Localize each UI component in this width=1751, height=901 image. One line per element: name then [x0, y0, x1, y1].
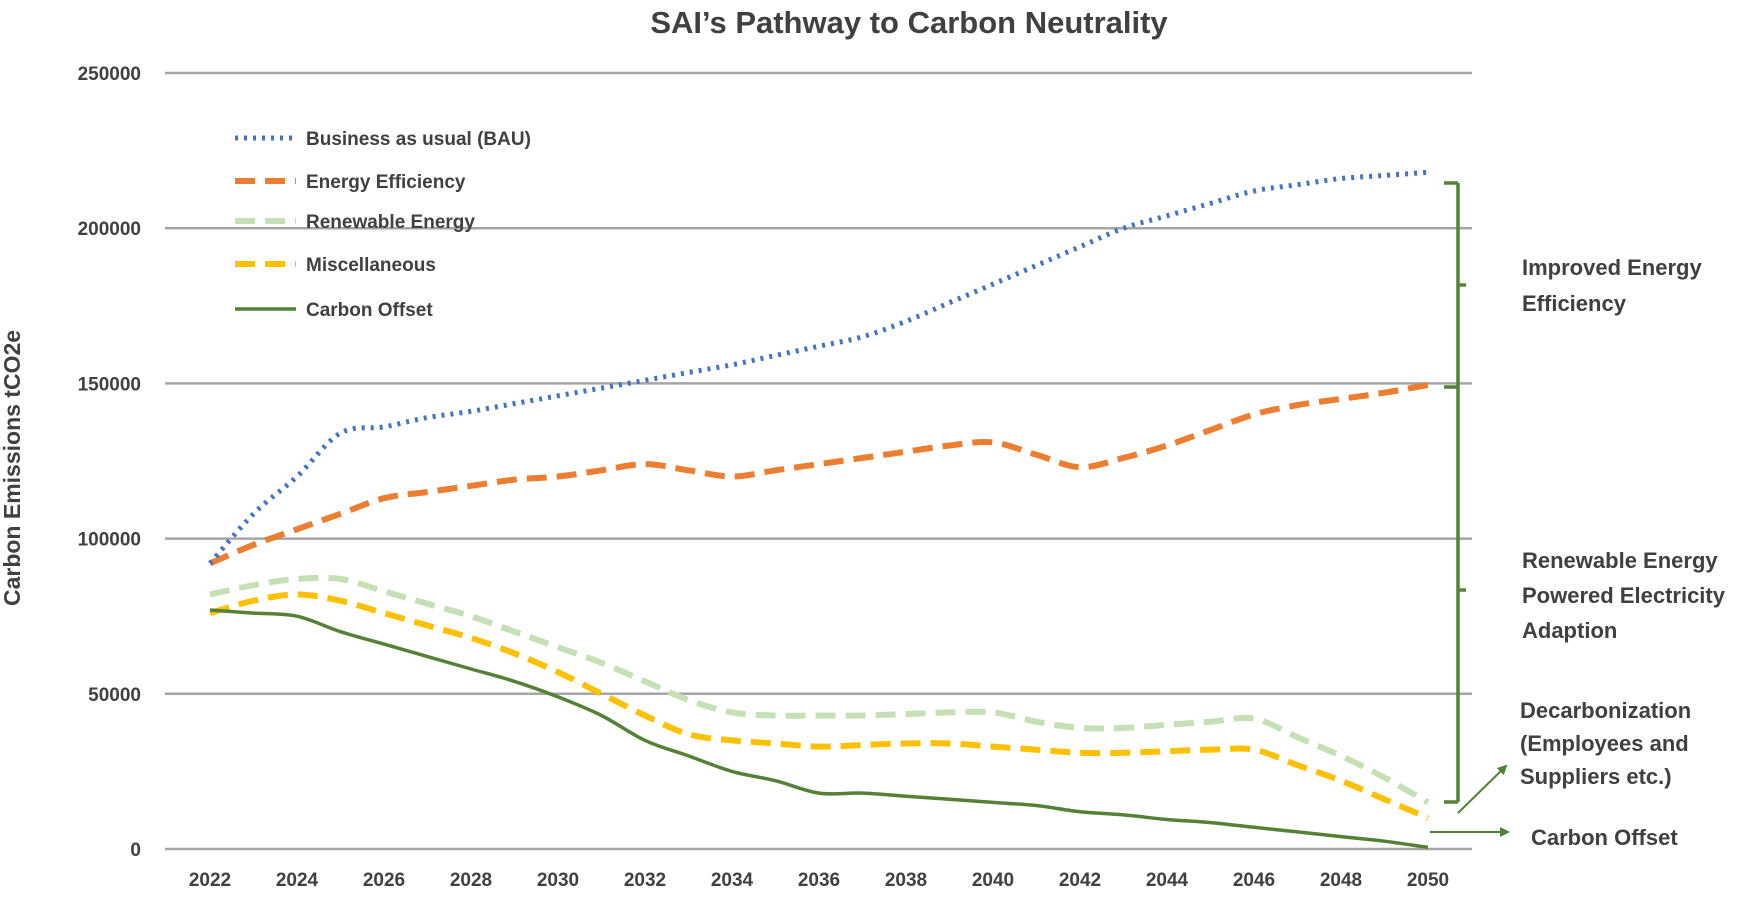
grid-layer [165, 71, 1472, 851]
x-tick-label: 2038 [885, 870, 927, 891]
x-tick-label: 2026 [363, 870, 405, 891]
annotation-line: Powered Electricity [1522, 583, 1726, 608]
x-tick-label: 2048 [1320, 870, 1362, 891]
annotation-label: Carbon Offset [1531, 825, 1678, 850]
x-tick-label: 2022 [189, 870, 231, 891]
x-tick-label: 2050 [1407, 870, 1449, 891]
annotation-line: Suppliers etc.) [1520, 764, 1672, 789]
x-tick-label: 2030 [537, 870, 579, 891]
x-tick-label: 2024 [276, 870, 319, 891]
legend-label: Miscellaneous [306, 255, 436, 276]
y-tick-label: 150000 [78, 374, 141, 395]
annotation-line: Improved Energy [1522, 255, 1702, 280]
x-tick-label: 2044 [1146, 870, 1189, 891]
annotation-line: Efficiency [1522, 291, 1627, 316]
y-tick-label: 50000 [88, 685, 141, 706]
series-line-renewable-energy [209, 574, 1430, 806]
series-line-energy-efficiency [208, 382, 1429, 567]
x-tick-label: 2032 [624, 870, 666, 891]
x-tick-label: 2036 [798, 870, 840, 891]
annotation-line: Renewable Energy [1522, 548, 1718, 573]
legend-label: Energy Efficiency [306, 172, 466, 193]
series-line-carbon-offset [209, 608, 1429, 850]
x-tick-label: 2034 [711, 870, 754, 891]
y-tick-label: 0 [130, 840, 141, 861]
y-tick-label: 250000 [78, 64, 141, 85]
x-tick-label: 2042 [1059, 870, 1101, 891]
legend-label: Business as usual (BAU) [306, 129, 531, 150]
arrow-decarbonization [1457, 764, 1508, 814]
annotation-line: Carbon Offset [1531, 825, 1678, 850]
x-tick-label: 2040 [972, 870, 1014, 891]
legend: Business as usual (BAU) Energy Efficiency… [235, 129, 531, 321]
annotation-line: Adaption [1522, 618, 1617, 643]
y-tick-label: 200000 [78, 219, 141, 240]
annotation-label: Decarbonization (Employees and Suppliers e… [1520, 698, 1691, 789]
annotation-label: Improved Energy Efficiency [1522, 255, 1702, 316]
x-tick-label: 2046 [1233, 870, 1275, 891]
y-tick-label: 100000 [78, 530, 141, 551]
axis-layer: 250000 200000 150000 100000 50000 0 2022 2024 20… [78, 64, 1450, 891]
chart-title: SAI’s Pathway to Carbon Neutrality [650, 5, 1168, 40]
legend-label: Renewable Energy [306, 212, 475, 233]
annotation-line: Decarbonization [1520, 698, 1691, 723]
y-axis-label: Carbon Emissions tCO2e [0, 330, 25, 606]
series-layer [208, 169, 1430, 850]
annotation-layer: Improved Energy Efficiency Renewable Energ… [1430, 181, 1726, 850]
legend-label: Carbon Offset [306, 300, 433, 321]
annotation-line: (Employees and [1520, 731, 1689, 756]
x-tick-label: 2028 [450, 870, 492, 891]
annotation-label: Renewable Energy Powered Electricity Adapt… [1522, 548, 1726, 643]
series-line-miscellaneous [209, 591, 1430, 821]
